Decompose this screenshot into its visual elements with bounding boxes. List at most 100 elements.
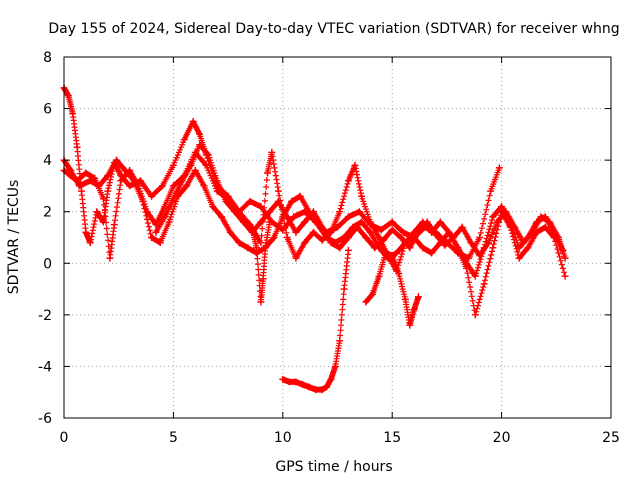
data-point	[259, 275, 267, 283]
data-point	[189, 117, 197, 125]
data-point	[213, 177, 221, 185]
data-point	[395, 270, 403, 278]
data-point	[353, 223, 361, 231]
data-point	[344, 234, 352, 241]
data-point	[139, 197, 147, 205]
data-point	[274, 187, 282, 195]
data-point	[355, 208, 363, 216]
data-point	[86, 177, 94, 185]
data-point	[290, 213, 298, 221]
y-tick-label: -6	[38, 411, 52, 427]
x-tick-label: 5	[169, 430, 178, 446]
data-point	[268, 148, 276, 156]
data-point	[209, 203, 217, 211]
data-point	[375, 272, 383, 280]
data-point	[244, 244, 252, 252]
data-point	[419, 244, 427, 252]
data-point	[489, 244, 497, 252]
data-point	[423, 218, 431, 226]
data-point	[226, 228, 234, 236]
data-point	[358, 192, 366, 200]
data-point	[377, 226, 385, 234]
data-point	[528, 228, 536, 236]
data-point	[362, 234, 370, 241]
data-point	[323, 383, 331, 391]
data-point	[239, 218, 247, 226]
data-point	[336, 208, 344, 216]
data-point	[344, 177, 352, 185]
x-tick-label: 25	[602, 430, 620, 446]
data-point	[334, 223, 341, 231]
data-point	[537, 213, 545, 221]
data-point	[218, 213, 226, 221]
series-3	[60, 156, 569, 319]
data-point	[169, 161, 177, 169]
data-point	[161, 213, 169, 221]
data-point	[375, 234, 383, 241]
data-point	[366, 218, 374, 226]
data-point	[200, 182, 208, 190]
series-markers	[279, 247, 352, 393]
data-point	[156, 239, 164, 247]
data-point	[191, 166, 199, 174]
data-point	[546, 218, 554, 226]
data-point	[196, 141, 204, 149]
data-point	[406, 321, 414, 329]
data-point	[471, 272, 479, 280]
data-point	[152, 228, 160, 236]
data-point	[561, 272, 569, 280]
data-point	[351, 161, 359, 169]
data-point	[458, 223, 466, 231]
x-axis-label: GPS time / hours	[275, 459, 392, 475]
data-point	[318, 236, 326, 244]
data-point	[283, 213, 291, 221]
data-point	[104, 187, 112, 195]
data-point	[336, 244, 344, 252]
data-point	[301, 218, 309, 226]
data-point	[158, 182, 166, 190]
data-point	[524, 244, 532, 252]
data-point	[296, 192, 304, 200]
data-point	[82, 228, 90, 236]
data-point	[476, 234, 484, 241]
data-point	[292, 254, 300, 262]
series-6	[248, 218, 274, 306]
data-point	[204, 151, 212, 159]
series-4	[152, 141, 569, 262]
data-point	[196, 130, 204, 138]
data-point	[432, 231, 440, 239]
data-point	[257, 218, 265, 226]
x-tick-label: 10	[274, 430, 292, 446]
data-point	[257, 298, 265, 306]
data-point	[93, 208, 101, 216]
data-point	[309, 228, 317, 236]
data-point	[344, 213, 352, 221]
data-point	[454, 244, 462, 252]
data-point	[117, 177, 125, 185]
data-point	[82, 169, 90, 177]
data-point	[266, 208, 274, 216]
data-point	[489, 213, 497, 221]
data-point	[436, 218, 444, 226]
data-point	[493, 218, 501, 226]
data-point	[266, 218, 274, 226]
data-point	[554, 234, 562, 241]
data-point	[318, 223, 326, 231]
data-point	[305, 383, 313, 391]
data-points	[60, 84, 569, 394]
data-point	[257, 203, 265, 211]
data-point	[270, 234, 278, 241]
data-point	[399, 228, 407, 236]
data-point	[222, 197, 230, 205]
series-7	[362, 249, 422, 329]
data-point	[235, 239, 243, 247]
data-point	[388, 218, 396, 226]
data-point	[445, 228, 453, 236]
data-point	[541, 223, 549, 231]
data-point	[301, 239, 309, 247]
data-point	[95, 182, 103, 190]
data-point	[331, 362, 339, 370]
data-point	[261, 244, 269, 252]
data-point	[248, 223, 256, 231]
data-point	[502, 208, 510, 216]
